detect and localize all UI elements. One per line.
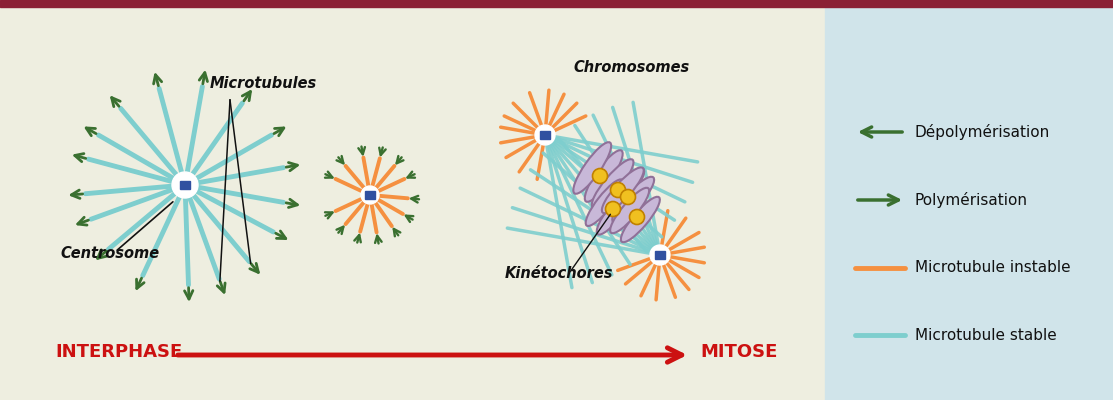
Ellipse shape [621, 197, 660, 242]
Bar [180, 181, 190, 189]
Ellipse shape [602, 167, 643, 213]
Ellipse shape [612, 177, 654, 223]
Text: Kinétochores: Kinétochores [505, 266, 613, 281]
Ellipse shape [597, 188, 634, 235]
Circle shape [621, 190, 636, 204]
Text: Centrosome: Centrosome [60, 246, 159, 261]
Circle shape [535, 125, 555, 145]
Ellipse shape [610, 188, 649, 233]
Ellipse shape [592, 159, 633, 208]
Text: Chromosomes: Chromosomes [574, 60, 690, 75]
Circle shape [611, 182, 626, 198]
Bar [0, 0, 1113, 7]
Circle shape [173, 172, 198, 198]
Ellipse shape [585, 179, 623, 226]
Text: MITOSE: MITOSE [700, 343, 777, 361]
Text: Dépolymérisation: Dépolymérisation [915, 124, 1051, 140]
Text: Microtubule instable: Microtubule instable [915, 260, 1071, 276]
Bar [654, 251, 664, 259]
Ellipse shape [573, 142, 611, 194]
Circle shape [650, 245, 670, 265]
Ellipse shape [602, 168, 644, 217]
Circle shape [361, 186, 380, 204]
Circle shape [630, 210, 644, 224]
Circle shape [592, 168, 608, 184]
Circle shape [605, 202, 621, 216]
Text: Polymérisation: Polymérisation [915, 192, 1028, 208]
Text: Microtubule stable: Microtubule stable [915, 328, 1056, 342]
Text: Microtubules: Microtubules [210, 76, 317, 91]
Ellipse shape [584, 150, 622, 202]
Bar [365, 191, 375, 199]
Bar [825, 7, 1113, 400]
Bar [540, 131, 550, 139]
Text: INTERPHASE: INTERPHASE [55, 343, 183, 361]
